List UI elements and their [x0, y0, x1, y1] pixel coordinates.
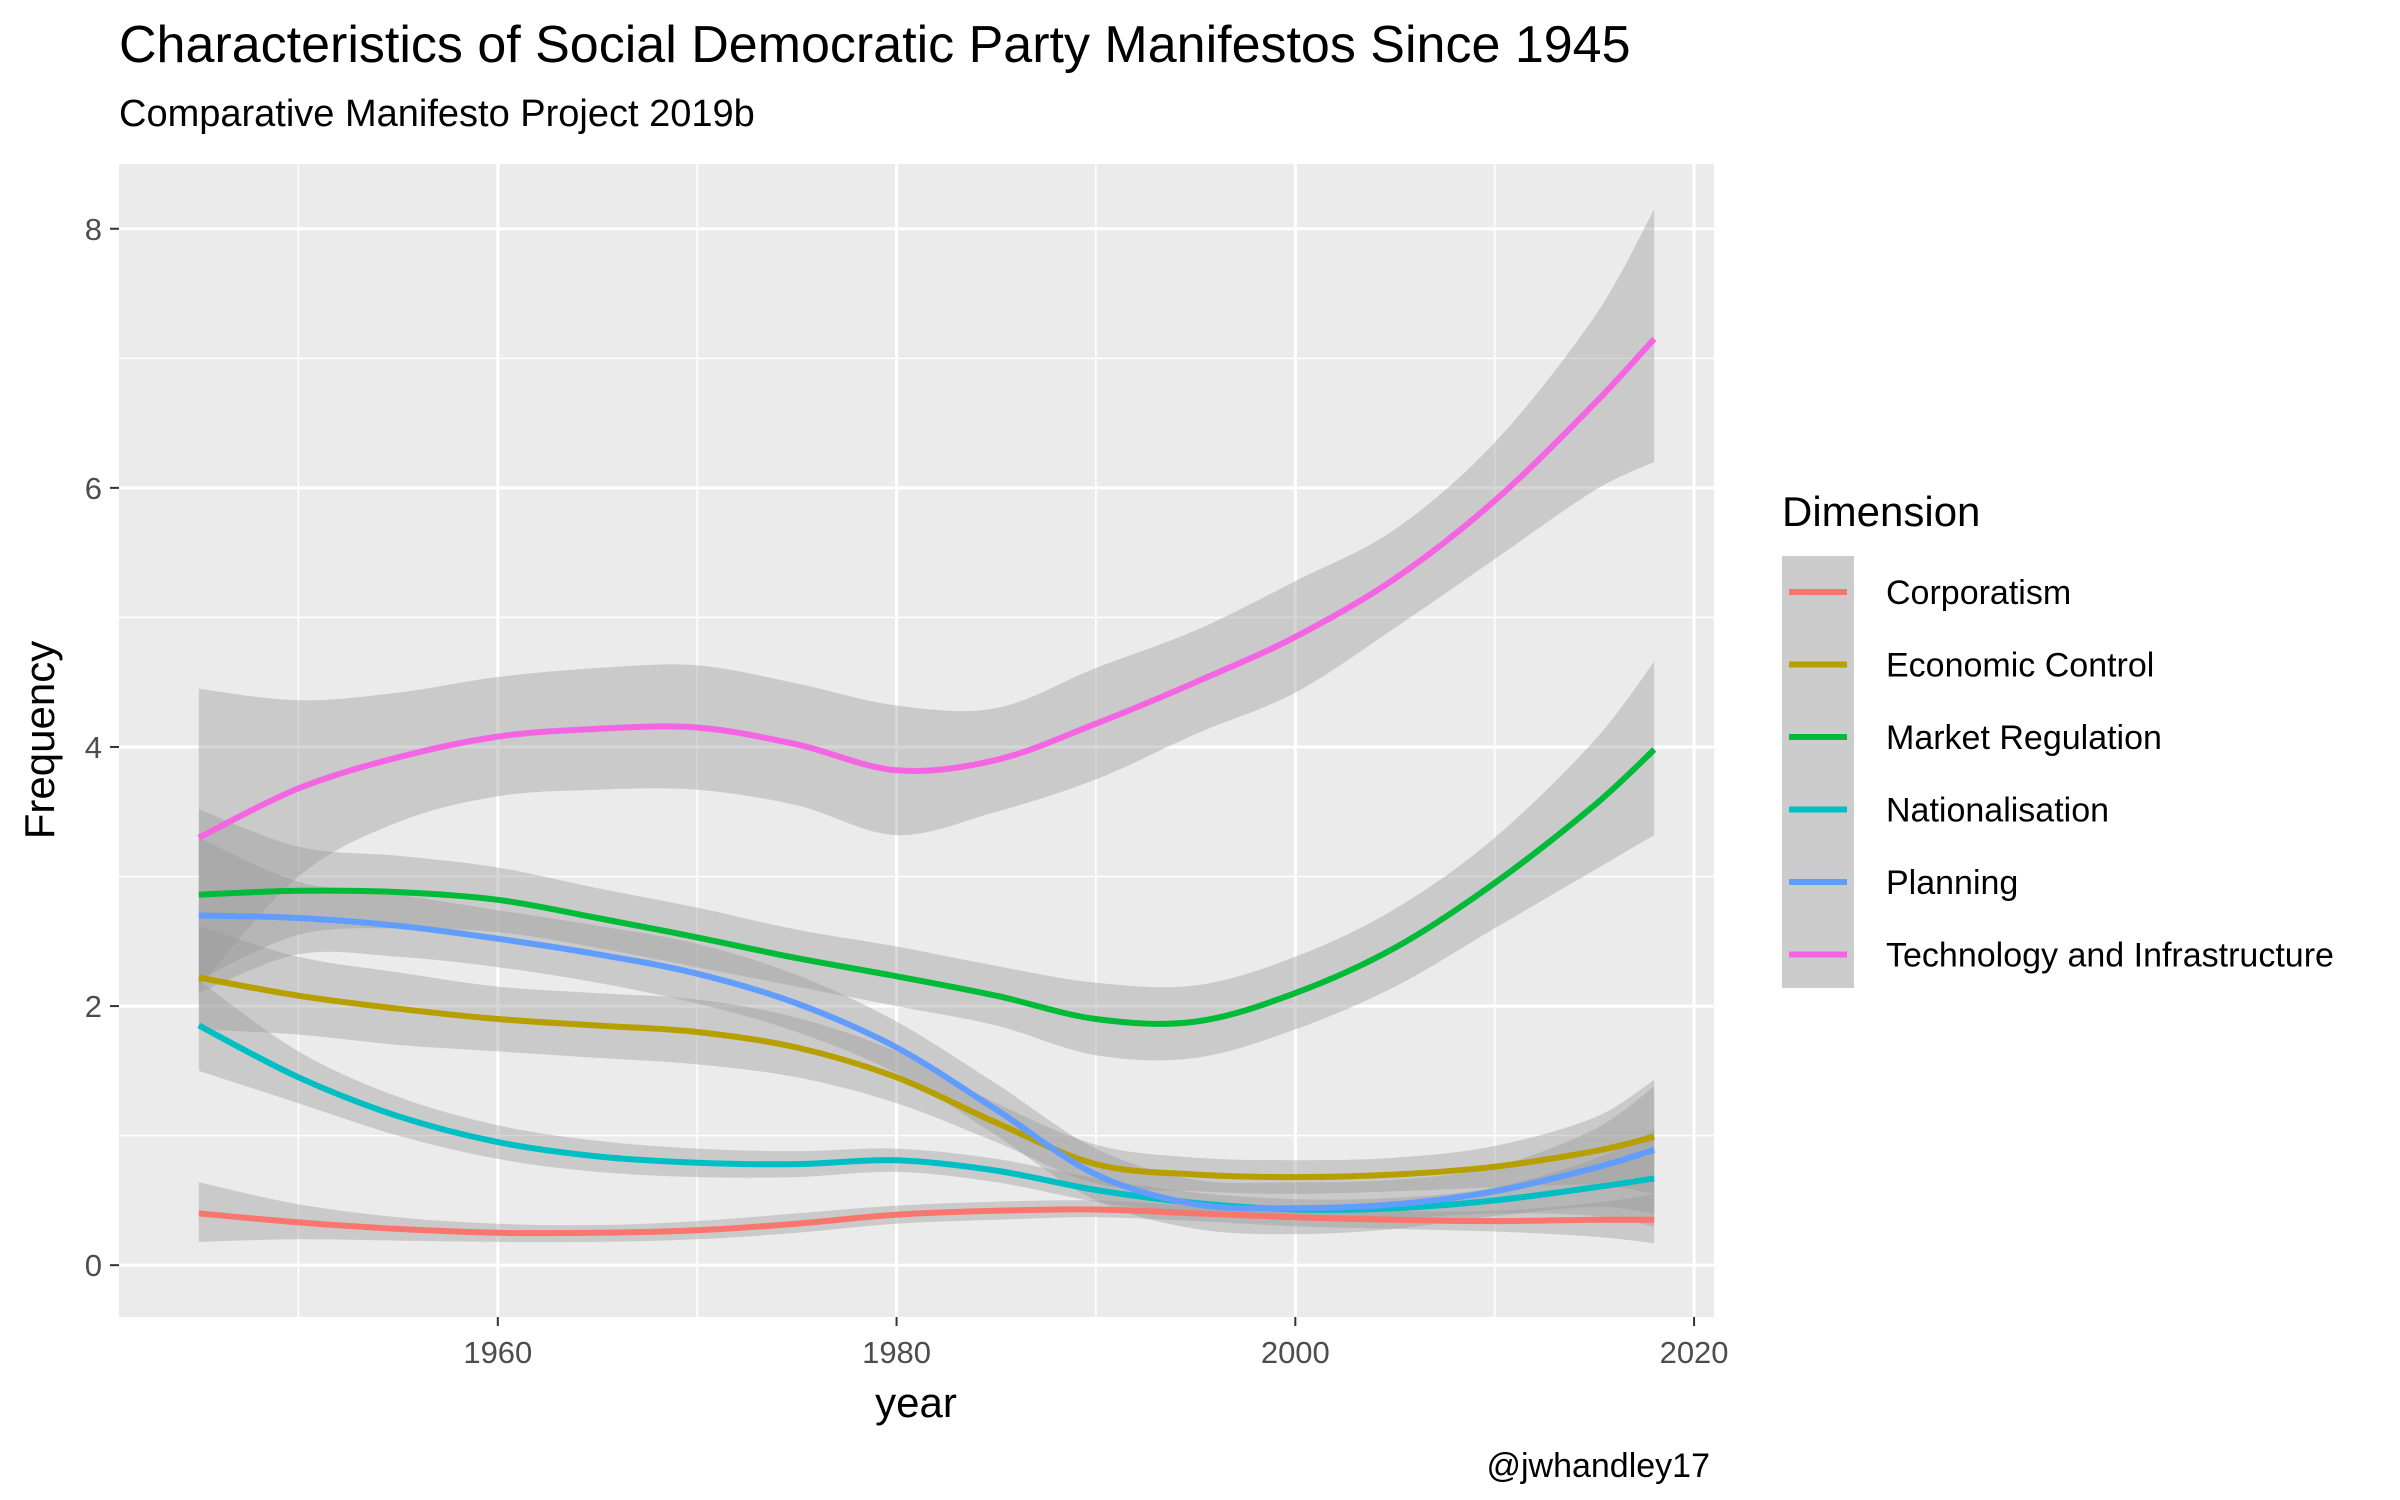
y-tick-label: 6 — [85, 471, 102, 506]
y-tick-label: 4 — [85, 730, 102, 765]
x-tick-label: 1960 — [463, 1335, 532, 1370]
chart-subtitle: Comparative Manifesto Project 2019b — [119, 93, 755, 135]
legend-label-market-regulation: Market Regulation — [1886, 719, 2162, 757]
x-axis-title: year — [875, 1379, 957, 1426]
major-gridlines — [119, 164, 1714, 1317]
line-nationalisation — [197, 1022, 1655, 1213]
ribbon-nationalisation — [198, 980, 1655, 1227]
legend: Dimension Corporatism Economic Control Mar… — [1782, 488, 2334, 988]
line-technology-and-infrastructure — [197, 336, 1657, 841]
legend-label-technology-and-infrastructure: Technology and Infrastructure — [1886, 937, 2334, 975]
y-axis: 0 2 4 6 8 — [85, 212, 119, 1283]
line-economic-control — [198, 974, 1655, 1181]
ribbon-economic-control — [198, 925, 1655, 1194]
plot-panel — [119, 164, 1714, 1317]
y-tick-label: 0 — [85, 1248, 102, 1283]
legend-label-nationalisation: Nationalisation — [1886, 792, 2109, 830]
series-lines — [197, 336, 1657, 1237]
legend-label-planning: Planning — [1886, 864, 2018, 902]
minor-gridlines — [119, 164, 1714, 1317]
x-tick-label: 1980 — [862, 1335, 931, 1370]
y-tick-label: 2 — [85, 989, 102, 1024]
x-axis: 1960 1980 2000 2020 — [463, 1317, 1729, 1370]
legend-items: Corporatism Economic Control Market Regula… — [1789, 574, 2334, 975]
x-tick-label: 2020 — [1660, 1335, 1729, 1370]
line-corporatism — [198, 1206, 1655, 1237]
y-axis-title: Frequency — [16, 641, 63, 839]
legend-title: Dimension — [1782, 488, 1980, 535]
legend-label-economic-control: Economic Control — [1886, 647, 2154, 685]
line-planning — [198, 912, 1656, 1212]
x-tick-label: 2000 — [1261, 1335, 1330, 1370]
line-market-regulation — [198, 747, 1657, 1027]
ribbon-market-regulation — [198, 661, 1655, 1061]
chart-caption: @jwhandley17 — [1486, 1447, 1710, 1485]
legend-keys-background — [1782, 556, 1854, 988]
y-tick-label: 8 — [85, 212, 102, 247]
ribbon-planning — [198, 837, 1655, 1235]
chart-title: Characteristics of Social Democratic Par… — [119, 16, 1631, 74]
legend-label-corporatism: Corporatism — [1886, 574, 2071, 612]
